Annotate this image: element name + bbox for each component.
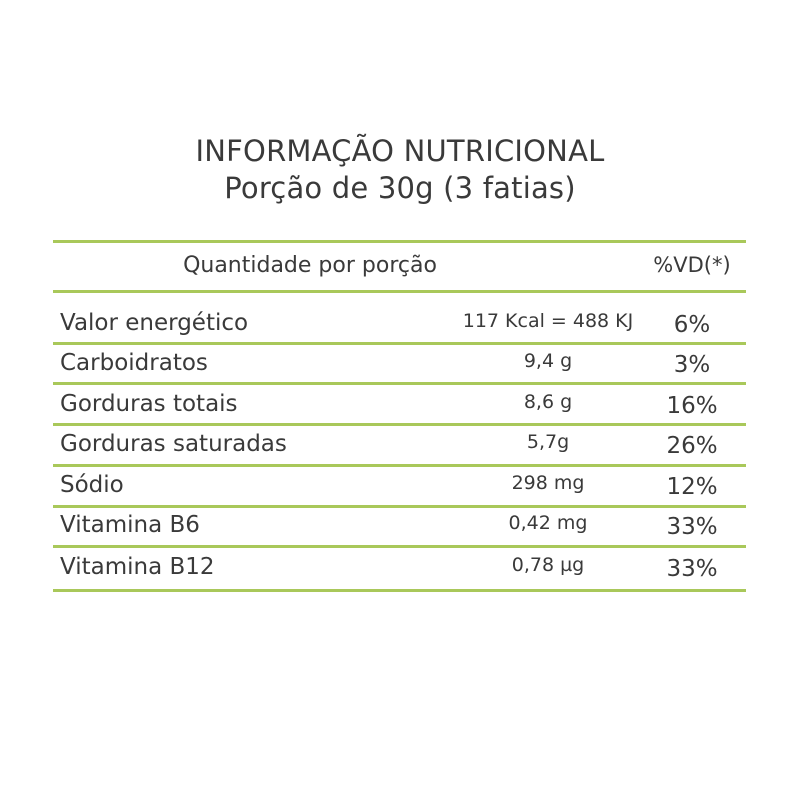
row-divider [53, 505, 746, 508]
row-divider [53, 342, 746, 345]
rule-bottom [53, 589, 746, 592]
nutrient-name: Gorduras saturadas [60, 431, 287, 457]
nutrient-amount: 117 Kcal = 488 KJ [462, 310, 634, 332]
nutrient-daily-value: 26% [666, 433, 718, 459]
panel-title: INFORMAÇÃO NUTRICIONAL [195, 134, 605, 168]
nutrient-daily-value: 33% [666, 514, 718, 540]
nutrient-name: Vitamina B12 [60, 554, 215, 580]
nutrient-name: Carboidratos [60, 350, 208, 376]
row-divider [53, 382, 746, 385]
nutrient-daily-value: 12% [666, 474, 718, 500]
header-daily-value: %VD(*) [653, 253, 731, 277]
header-quantity: Quantidade por porção [183, 253, 437, 278]
rule-header [53, 290, 746, 293]
row-divider [53, 464, 746, 467]
nutrient-daily-value: 3% [673, 352, 711, 378]
nutrient-amount: 0,42 mg [508, 512, 588, 534]
nutrient-name: Vitamina B6 [60, 512, 200, 538]
nutrient-daily-value: 16% [666, 393, 718, 419]
nutrient-amount: 8,6 g [523, 391, 573, 413]
nutrient-daily-value: 6% [673, 312, 711, 338]
nutrient-daily-value: 33% [666, 556, 718, 582]
nutrient-amount: 0,78 µg [511, 554, 585, 576]
row-divider [53, 423, 746, 426]
serving-size: Porção de 30g (3 fatias) [224, 171, 576, 205]
nutrient-amount: 298 mg [511, 472, 585, 494]
nutrient-name: Sódio [60, 472, 124, 498]
nutrient-name: Valor energético [60, 310, 249, 336]
rule-top [53, 240, 746, 243]
row-divider [53, 545, 746, 548]
nutrient-amount: 5,7g [526, 431, 570, 453]
nutrient-name: Gorduras totais [60, 391, 238, 417]
nutrient-amount: 9,4 g [523, 350, 573, 372]
